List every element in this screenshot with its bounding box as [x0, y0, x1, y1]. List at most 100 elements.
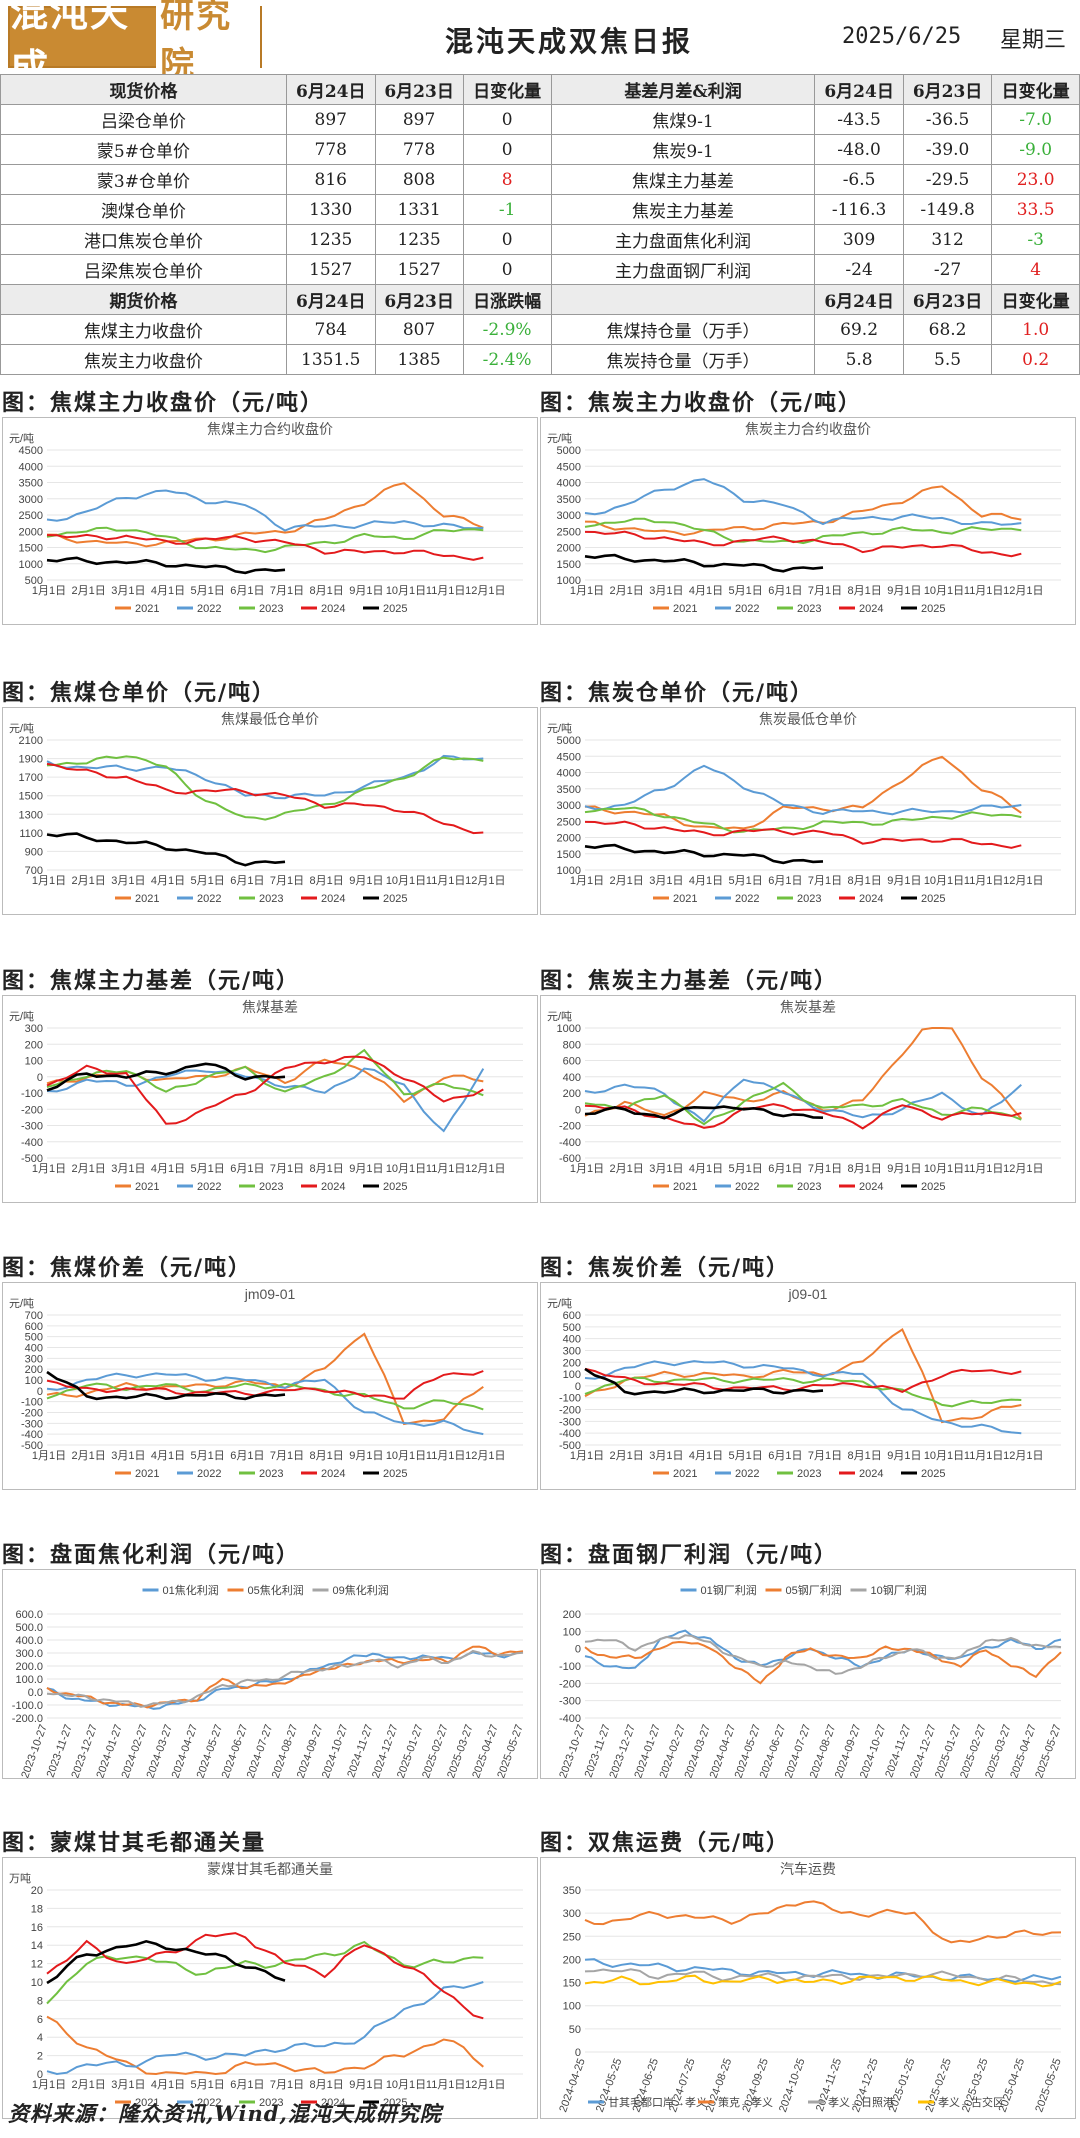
y-axis-unit: 元/吨 — [9, 1010, 34, 1023]
x-tick-label: 2024-10-25 — [777, 2057, 808, 2114]
table-cell: 33.5 — [991, 194, 1080, 225]
chart-frame: 焦煤最低仓单价 元/吨 700 900 1100 1300 1500 1700 1900 2100… — [2, 707, 538, 915]
y-tick-label: -100 — [559, 1393, 581, 1405]
table-cell — [550, 284, 816, 315]
x-tick-label: 5月1日 — [729, 875, 763, 887]
y-axis-unit: 元/吨 — [9, 432, 34, 445]
x-tick-label: 2024-12-27 — [370, 1723, 401, 1778]
x-tick-label: 2月1日 — [610, 1163, 644, 1175]
x-tick-label: 9月1日 — [349, 1163, 383, 1175]
x-tick-label: 2025-05-25 — [1033, 2057, 1064, 2114]
x-tick-label: 2024-07-27 — [783, 1723, 814, 1778]
y-tick-label: 200 — [563, 1609, 581, 1621]
panel-title: 图：双焦运费（元/吨） — [540, 1830, 791, 1856]
chart-frame: 焦煤主力合约收盘价 元/吨 500 1000 1500 2000 2500 3000 3500 4… — [2, 417, 538, 625]
table-cell: 6月24日 — [814, 74, 904, 105]
y-tick-label: 900 — [25, 846, 43, 858]
y-tick-label: 200 — [563, 1088, 581, 1100]
y-tick-label: 100 — [25, 1056, 43, 1068]
x-tick-label: 3月1日 — [649, 1450, 683, 1462]
series-line — [46, 1981, 484, 2076]
y-tick-label: 300 — [563, 1908, 581, 1920]
x-tick-label: 2025-04-27 — [1008, 1723, 1039, 1778]
legend-label: 孝义→日照港 — [828, 2096, 894, 2109]
panel-title: 图：焦炭仓单价（元/吨） — [540, 680, 815, 706]
x-tick-label: 11月1日 — [426, 1163, 466, 1175]
x-tick-label: 11月1日 — [964, 875, 1004, 887]
table-cell: 日变化量 — [991, 284, 1080, 315]
legend-label: 2021 — [135, 603, 159, 615]
y-tick-label: 400 — [563, 1334, 581, 1346]
x-tick-label: 2024-11-27 — [345, 1723, 375, 1778]
y-tick-label: 400 — [25, 1343, 43, 1355]
legend-label: 2023 — [259, 603, 283, 615]
series-line — [46, 1055, 484, 1125]
table-cell: 808 — [374, 164, 464, 195]
x-tick-label: 9月1日 — [349, 1450, 383, 1462]
y-tick-label: 3000 — [19, 494, 43, 506]
table-cell: 68.2 — [902, 314, 993, 345]
x-tick-label: 2023-12-27 — [607, 1723, 638, 1778]
y-tick-label: 300 — [25, 1353, 43, 1365]
series-line — [46, 482, 484, 548]
y-tick-label: 1500 — [557, 849, 581, 861]
x-tick-label: 11月1日 — [426, 1450, 466, 1462]
x-tick-label: 8月1日 — [848, 1450, 882, 1462]
legend-label: 2024 — [321, 1181, 345, 1193]
legend-label: 2024 — [859, 1468, 883, 1480]
x-tick-label: 1月1日 — [570, 585, 604, 597]
y-tick-label: 4500 — [557, 751, 581, 763]
x-tick-label: 1月1日 — [570, 1450, 604, 1462]
table-cell: 焦煤持仓量（万手） — [550, 314, 816, 345]
legend-label: 2023 — [259, 1468, 283, 1480]
legend-label: 05钢厂利润 — [786, 1583, 842, 1597]
table-cell: -27 — [902, 254, 993, 285]
x-tick-label: 2024-12-27 — [908, 1723, 939, 1778]
x-tick-label: 2月1日 — [610, 875, 644, 887]
y-tick-label: 300 — [563, 1345, 581, 1357]
legend-label: 2022 — [735, 893, 759, 905]
x-tick-label: 3月1日 — [111, 875, 145, 887]
x-tick-label: 12月1日 — [1003, 875, 1043, 887]
x-tick-label: 10月1日 — [386, 2079, 426, 2091]
y-tick-label: 14 — [31, 1940, 43, 1952]
y-tick-label: 12 — [31, 1959, 43, 1971]
y-tick-label: 1000 — [557, 575, 581, 587]
y-tick-label: 100.0 — [15, 1674, 43, 1686]
chart-frame: jm09-01 元/吨 -500 -400 -300 -200 -100 0 100 200 300… — [2, 1282, 538, 1490]
x-tick-label: 9月1日 — [887, 1450, 921, 1462]
legend-label: 2023 — [797, 893, 821, 905]
line-chart: -200.0-100.00.0100.0200.0300.0400.0500.0… — [12, 1583, 526, 1778]
x-tick-label: 10月1日 — [924, 585, 964, 597]
y-tick-label: 4000 — [19, 461, 43, 473]
x-tick-label: 2024-03-27 — [145, 1723, 176, 1778]
x-tick-label: 3月1日 — [649, 875, 683, 887]
x-tick-label: 6月1日 — [230, 585, 264, 597]
y-axis-unit: 万吨 — [9, 1872, 31, 1885]
legend-label: 2021 — [135, 893, 159, 905]
series-line — [46, 556, 286, 575]
line-chart: jm09-01 元/吨 -500-400-300-200-1000100200300… — [9, 1286, 523, 1480]
y-tick-label: 0 — [575, 1381, 581, 1393]
legend-label: 2022 — [197, 1468, 221, 1480]
chart-title: 焦煤基差 — [242, 999, 298, 1015]
y-axis-unit: 元/吨 — [547, 1297, 572, 1310]
legend-label: 2023 — [259, 2097, 283, 2109]
x-tick-label: 2月1日 — [72, 2079, 106, 2091]
table-cell: 6月24日 — [285, 74, 376, 105]
x-tick-label: 2024-05-27 — [195, 1723, 226, 1778]
x-tick-label: 2023-11-27 — [45, 1723, 75, 1778]
series-line — [46, 755, 484, 821]
chart-title: 焦煤最低仓单价 — [221, 711, 319, 727]
x-tick-label: 2024-04-27 — [170, 1723, 201, 1778]
table-cell: 778 — [374, 134, 464, 165]
x-tick-label: 7月1日 — [270, 1450, 304, 1462]
x-tick-label: 6月1日 — [230, 1450, 264, 1462]
y-tick-label: 200 — [563, 1357, 581, 1369]
y-tick-label: 700 — [25, 1310, 43, 1322]
table-cell: 基差月差&利润 — [550, 74, 816, 105]
y-tick-label: -100 — [21, 1088, 43, 1100]
x-tick-label: 2025-01-27 — [395, 1723, 426, 1778]
table-cell: 784 — [285, 314, 376, 345]
y-tick-label: 3000 — [557, 800, 581, 812]
